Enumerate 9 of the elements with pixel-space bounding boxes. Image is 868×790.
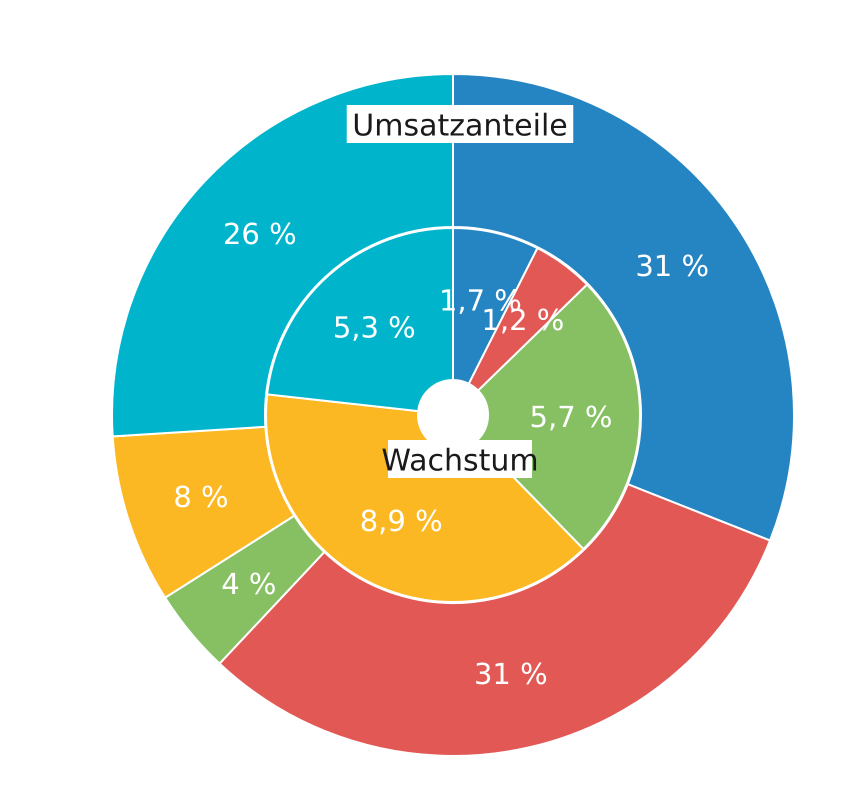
data-label: 5,7 % xyxy=(530,400,612,434)
data-label: 4 % xyxy=(221,567,276,602)
data-label: 31 % xyxy=(474,656,548,691)
data-label: 8,9 % xyxy=(360,504,443,538)
data-label: 5,3 % xyxy=(332,310,416,344)
data-label: 8 % xyxy=(173,480,229,514)
data-label: 26 % xyxy=(222,216,297,251)
text: Umsatzanteile xyxy=(352,108,568,144)
data-label: 31 % xyxy=(635,249,710,284)
